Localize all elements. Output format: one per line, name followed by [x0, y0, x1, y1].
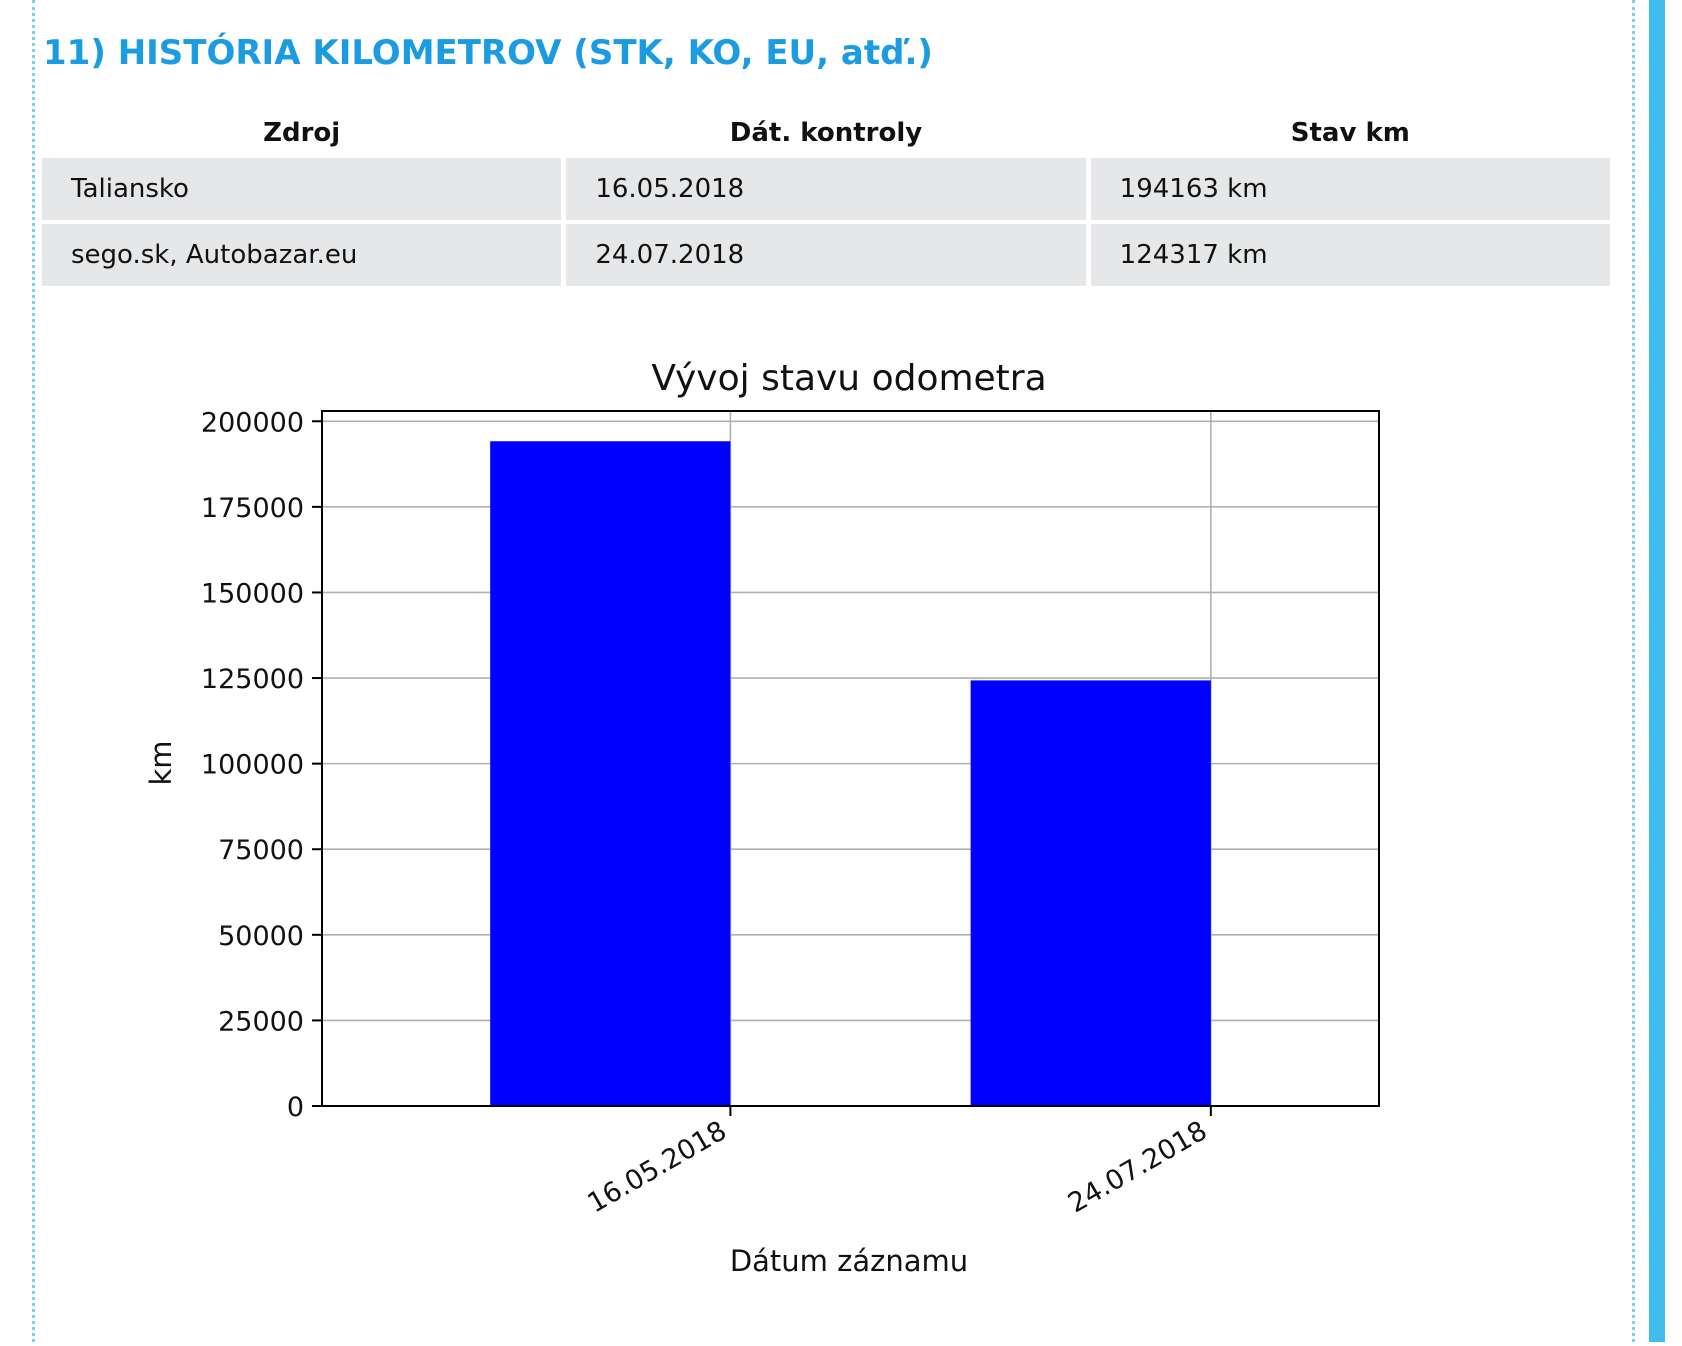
mileage-history-table: Zdroj Dát. kontroly Stav km Taliansko 16…	[37, 108, 1615, 290]
table-row: sego.sk, Autobazar.eu 24.07.2018 124317 …	[42, 224, 1610, 286]
cell-check-date: 24.07.2018	[566, 224, 1086, 286]
bar-24.07.2018	[970, 680, 1211, 1106]
cell-check-date: 16.05.2018	[566, 158, 1086, 220]
y-tick-label: 100000	[201, 750, 304, 781]
y-tick-label: 175000	[201, 493, 304, 524]
y-tick-label: 125000	[201, 664, 304, 695]
cell-mileage: 194163 km	[1090, 158, 1610, 220]
x-axis-ticks: 16.05.2018 24.07.2018	[583, 1106, 1212, 1219]
table-row: Taliansko 16.05.2018 194163 km	[42, 158, 1610, 220]
y-tick-label: 50000	[218, 921, 304, 952]
section-title: 11) HISTÓRIA KILOMETROV (STK, KO, EU, at…	[43, 33, 933, 73]
y-axis-label: km	[144, 740, 178, 785]
right-dotted-border	[1632, 0, 1635, 1342]
cell-mileage: 124317 km	[1090, 224, 1610, 286]
y-tick-label: 150000	[201, 578, 304, 609]
y-tick-label: 75000	[218, 835, 304, 866]
plot-area-frame	[321, 410, 1380, 1107]
y-tick-label: 25000	[218, 1006, 304, 1037]
chart-title: Vývoj stavu odometra	[651, 358, 1046, 399]
column-header-mileage: Stav km	[1290, 118, 1410, 148]
x-tick-label: 16.05.2018	[583, 1115, 732, 1219]
cell-source: sego.sk, Autobazar.eu	[42, 224, 562, 286]
table-header-row: Zdroj Dát. kontroly Stav km	[42, 112, 1610, 154]
x-axis-label: Dátum záznamu	[730, 1244, 968, 1278]
y-tick-label: 200000	[201, 407, 304, 438]
chart-grid	[322, 411, 1379, 1107]
cell-source: Taliansko	[42, 158, 562, 220]
left-dotted-border	[32, 0, 35, 1342]
column-header-source: Zdroj	[263, 118, 341, 148]
x-tick-label: 24.07.2018	[1063, 1115, 1212, 1219]
bar-16.05.2018	[490, 441, 731, 1106]
y-axis-ticks: 0 25000 50000 75000 100000 125000 150000 175000…	[201, 407, 322, 1123]
right-accent-border	[1649, 0, 1665, 1342]
column-header-check-date: Dát. kontroly	[729, 118, 923, 148]
y-tick-label: 0	[287, 1092, 304, 1123]
chart-bars	[490, 441, 1211, 1106]
